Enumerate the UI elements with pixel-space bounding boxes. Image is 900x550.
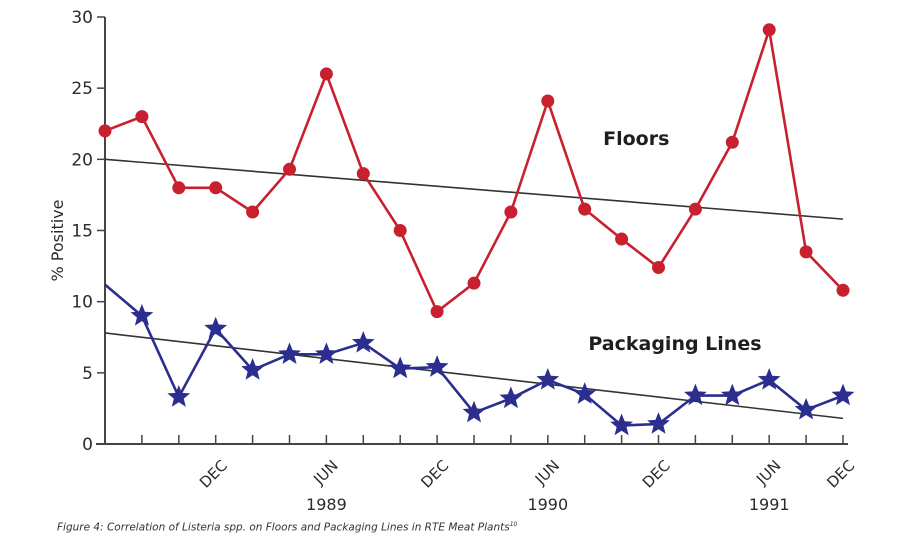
y-tick-label: 25 <box>71 79 93 99</box>
series-label: Packaging Lines <box>588 333 761 355</box>
data-point <box>246 205 260 219</box>
data-point <box>610 413 634 436</box>
data-point <box>652 261 665 275</box>
data-point <box>615 232 629 246</box>
y-tick-label: 5 <box>82 364 93 384</box>
data-point <box>799 245 813 259</box>
data-point <box>578 202 592 216</box>
data-point <box>573 382 597 404</box>
x-month-label: JUN <box>531 457 563 489</box>
x-month-label: JUN <box>309 457 341 489</box>
data-point <box>167 385 191 407</box>
data-point <box>425 355 449 377</box>
data-point <box>351 330 375 353</box>
data-point <box>794 397 818 420</box>
data-point <box>130 303 154 326</box>
data-point <box>688 202 702 216</box>
trendline <box>104 332 844 420</box>
data-point <box>725 135 739 149</box>
x-year-label: 1990 <box>527 495 568 514</box>
data-point <box>98 124 112 138</box>
y-tick-label: 15 <box>71 222 93 242</box>
data-point <box>204 316 228 339</box>
data-point <box>319 67 333 81</box>
line-chart: 0 5 10 15 20 25 30 DEC JUN DEC JUN DEC JUN DEC 1989 199… <box>48 8 858 514</box>
data-point <box>499 386 523 409</box>
data-point <box>356 167 370 181</box>
x-month-label: DEC <box>417 457 452 492</box>
x-month-label: JUN <box>752 457 784 489</box>
data-point <box>314 342 338 365</box>
labels-group: Floors Packaging Lines <box>588 128 761 355</box>
x-month-label: DEC <box>196 457 231 492</box>
x-month-label: DEC <box>639 457 674 492</box>
y-tick-label: 10 <box>71 293 93 313</box>
data-point <box>683 383 707 406</box>
data-point <box>209 181 223 195</box>
data-point <box>541 94 555 108</box>
caption-text: Figure 4: Correlation of Listeria spp. o… <box>57 521 510 534</box>
data-point <box>762 23 776 37</box>
data-point <box>720 383 744 406</box>
y-tick-label: 30 <box>71 8 93 28</box>
data-point <box>135 110 149 124</box>
data-point <box>831 383 855 406</box>
data-point <box>462 400 486 423</box>
data-point <box>172 181 186 195</box>
data-point <box>278 342 301 365</box>
data-point <box>430 305 444 319</box>
trendlines <box>104 158 844 420</box>
data-point <box>504 205 518 219</box>
series-label: Floors <box>603 128 669 150</box>
data-point <box>836 283 850 297</box>
caption-superscript: 10 <box>509 521 518 528</box>
data-point <box>388 356 412 379</box>
series-line <box>104 28 844 313</box>
figure-caption: Figure 4: Correlation of Listeria spp. o… <box>57 521 517 534</box>
x-year-label: 1989 <box>306 495 347 514</box>
data-point <box>467 276 481 290</box>
data-point <box>241 357 265 380</box>
data-point <box>536 367 560 390</box>
x-year-label: 1991 <box>749 495 790 514</box>
series-group <box>98 23 855 436</box>
data-point <box>647 412 670 434</box>
y-axis-label: % Positive <box>48 200 67 282</box>
data-point <box>393 224 407 237</box>
y-tick-label: 20 <box>71 150 93 170</box>
data-point <box>283 162 296 176</box>
x-month-label: DEC <box>823 457 858 492</box>
data-point <box>757 367 781 390</box>
axes: 0 5 10 15 20 25 30 DEC JUN DEC JUN DEC JUN DEC 1989 199… <box>48 8 858 514</box>
trendline <box>104 158 844 220</box>
y-tick-label: 0 <box>82 435 93 455</box>
